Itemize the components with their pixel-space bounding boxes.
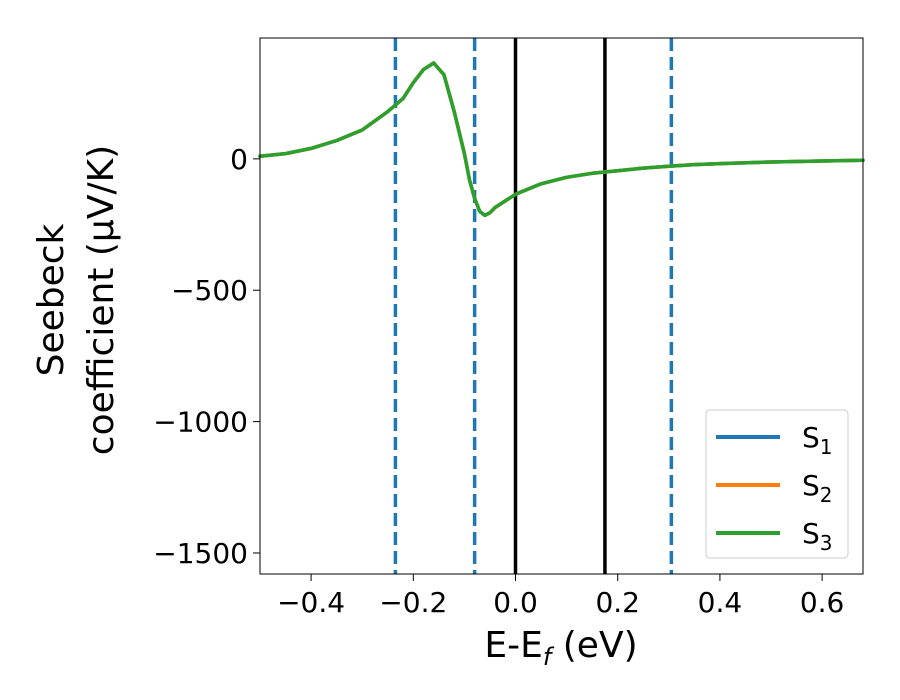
y-axis-label-line2: coefficient (μV/K) (81, 145, 122, 455)
y-tick-label: −1500 (153, 537, 248, 570)
x-tick-label: −0.4 (277, 586, 345, 619)
series-lines (258, 61, 865, 218)
vertical-reference-lines (393, 38, 674, 574)
legend: S1 S2 S3 (705, 409, 849, 559)
y-axis-ticks: 0 −500 −1000 −1500 (153, 143, 260, 570)
y-tick-label: 0 (230, 143, 248, 176)
x-tick-label: 0.0 (493, 586, 538, 619)
x-tick-label: 0.2 (595, 586, 640, 619)
legend-label-3: S3 (802, 517, 833, 555)
x-tick-label: 0.4 (698, 586, 743, 619)
y-axis-label: Seebeck coefficient (μV/K) (31, 145, 122, 455)
x-axis-ticks: −0.4 −0.2 0.0 0.2 0.4 0.6 (277, 574, 844, 619)
legend-label-2: S2 (802, 469, 833, 507)
y-tick-label: −500 (171, 274, 248, 307)
legend-label-1: S1 (802, 421, 833, 459)
series-line-3 (258, 61, 865, 218)
y-axis-label-line1: Seebeck (31, 223, 72, 376)
x-axis-label: E-Ef (eV) (484, 625, 637, 671)
x-tick-label: −0.2 (379, 586, 447, 619)
plot-frame (259, 37, 864, 575)
x-tick-label: 0.6 (800, 586, 845, 619)
series-line-2 (258, 61, 865, 218)
y-tick-label: −1000 (153, 406, 248, 439)
series-line-1 (258, 61, 865, 218)
